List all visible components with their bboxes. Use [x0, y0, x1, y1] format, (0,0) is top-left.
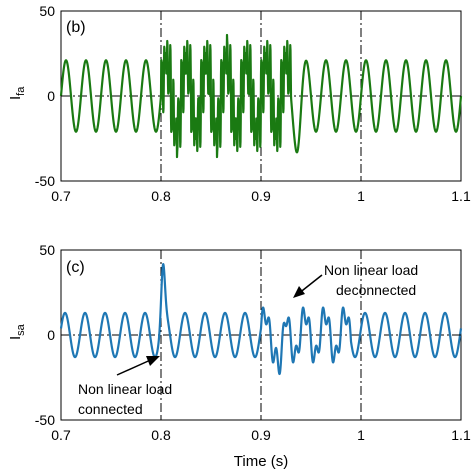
x-tick-label-b-2: 0.9 — [251, 188, 271, 204]
panel-c: 0.7 0.8 0.9 1 1.1 -50 0 50 (c) Isa Time (s) Non… — [7, 242, 471, 470]
y-axis-label-main-c: I — [7, 336, 24, 340]
annotation-deconnected: Non linear load deconnected — [293, 262, 422, 298]
y-axis-label-sub-b: fa — [15, 86, 27, 96]
current-trace-b — [59, 33, 463, 159]
y-tick-label-b-1: 0 — [47, 88, 55, 104]
trace-c — [59, 263, 463, 376]
x-tick-label-b-3: 1 — [357, 188, 365, 204]
svg-text:Non linear load deconn: Non linear load deconnected — [324, 262, 422, 298]
ticks-c: 0.7 0.8 0.9 1 1.1 -50 0 50 — [35, 242, 471, 443]
panel-label-c: (c) — [66, 259, 85, 276]
annotation-connected-line1: Non linear load — [78, 381, 172, 397]
annotation-connected: Non linear load connected — [78, 356, 176, 417]
x-tick-label-c-2: 0.9 — [251, 427, 271, 443]
y-tick-label-c-0: -50 — [35, 412, 55, 428]
y-tick-label-c-1: 0 — [47, 327, 55, 343]
annotation-connected-line2: connected — [78, 401, 143, 417]
svg-text:Non linear load connec: Non linear load connected — [78, 381, 176, 417]
annotation-connected-arrowhead — [146, 356, 160, 366]
x-tick-label-b-4: 1.1 — [451, 188, 471, 204]
annotation-deconnected-line1: Non linear load — [324, 262, 418, 278]
trace-b — [59, 33, 463, 159]
x-tick-label-b-0: 0.7 — [51, 188, 71, 204]
ticks-b: 0.7 0.8 0.9 1 1.1 -50 0 50 — [35, 3, 471, 204]
panel-label-b: (b) — [66, 19, 86, 36]
x-axis-label-c: Time (s) — [234, 453, 288, 470]
y-tick-label-b-0: -50 — [35, 173, 55, 189]
annotation-deconnected-arrowhead — [293, 286, 305, 298]
annotation-deconnected-line2: deconnected — [336, 282, 416, 298]
y-tick-label-b-2: 50 — [39, 3, 55, 19]
x-tick-label-c-4: 1.1 — [451, 427, 471, 443]
x-tick-label-c-3: 1 — [357, 427, 365, 443]
x-tick-label-b-1: 0.8 — [151, 188, 171, 204]
x-tick-label-c-1: 0.8 — [151, 427, 171, 443]
y-tick-label-c-2: 50 — [39, 242, 55, 258]
y-axis-label-sub-c: sa — [15, 323, 27, 336]
y-axis-label-b: Ifa — [7, 86, 27, 100]
current-trace-c — [59, 263, 463, 376]
x-tick-label-c-0: 0.7 — [51, 427, 71, 443]
panel-b: 0.7 0.8 0.9 1 1.1 -50 0 50 (b) Ifa — [7, 3, 471, 204]
y-axis-label-main-b: I — [7, 96, 24, 100]
y-axis-label-c: Isa — [7, 323, 27, 340]
